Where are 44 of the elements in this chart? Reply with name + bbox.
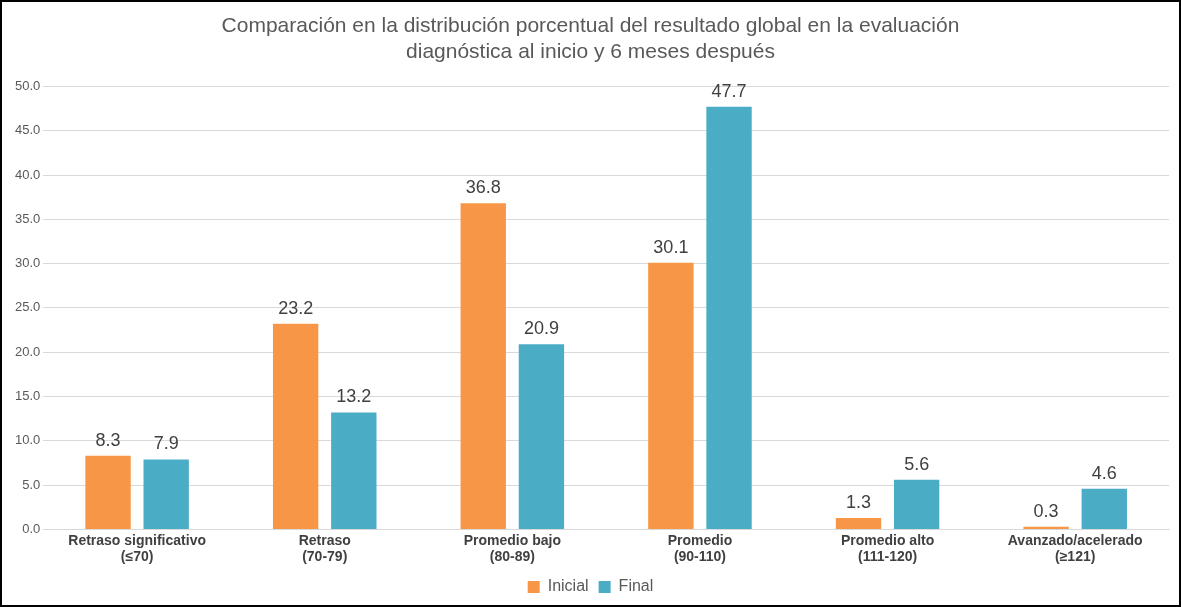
bar (518, 344, 565, 529)
x-tick-label: Retraso (70-79) (298, 531, 351, 565)
y-tick-label: 10.0 (14, 432, 41, 448)
data-label: 23.2 (278, 297, 314, 318)
bar (1081, 488, 1127, 529)
bar (460, 203, 506, 529)
x-tick-label: Retraso significativo (≤70) (68, 531, 206, 565)
data-label: 13.2 (336, 386, 372, 407)
bar (706, 106, 752, 529)
y-tick-label: 5.0 (22, 476, 41, 492)
legend-label: Final (618, 577, 654, 595)
bar (272, 323, 319, 529)
data-label: 1.3 (845, 491, 872, 512)
y-tick-label: 40.0 (14, 166, 41, 182)
bar (85, 455, 131, 529)
data-label: 8.3 (95, 429, 121, 450)
y-tick-label: 15.0 (14, 388, 41, 404)
bar (1023, 526, 1069, 529)
bar (648, 262, 694, 529)
bar (331, 412, 377, 529)
y-tick-label: 45.0 (14, 122, 41, 138)
data-label: 4.6 (1091, 462, 1117, 483)
y-tick-label: 20.0 (14, 343, 41, 359)
x-tick-label: Promedio alto (111-120) (840, 531, 935, 565)
y-tick-label: 35.0 (14, 210, 41, 226)
data-label: 5.6 (904, 453, 930, 474)
bar (835, 517, 882, 529)
data-label: 0.3 (1033, 500, 1059, 521)
y-tick-label: 0.0 (22, 520, 41, 536)
data-label: 30.1 (653, 236, 689, 257)
y-tick-label: 50.0 (14, 77, 41, 93)
data-label: 47.7 (711, 80, 747, 101)
bar (893, 479, 940, 529)
chart-title: Comparación en la distribución porcentual del resultado global en la evaluación diagnóstica al inicio y 6 meses después (221, 13, 960, 62)
x-tick-label: Promedio (90-110) (667, 531, 733, 565)
data-label: 7.9 (153, 433, 179, 454)
x-tick-label: Promedio bajo (80-89) (463, 531, 561, 565)
y-tick-label: 25.0 (14, 299, 41, 315)
data-label: 20.9 (523, 318, 559, 339)
legend-label: Inicial (547, 577, 589, 595)
y-tick-label: 30.0 (14, 255, 41, 271)
bar (143, 459, 189, 529)
x-tick-label: Avanzado/acelerado (≥121) (1007, 531, 1143, 565)
data-label: 36.8 (465, 177, 501, 198)
